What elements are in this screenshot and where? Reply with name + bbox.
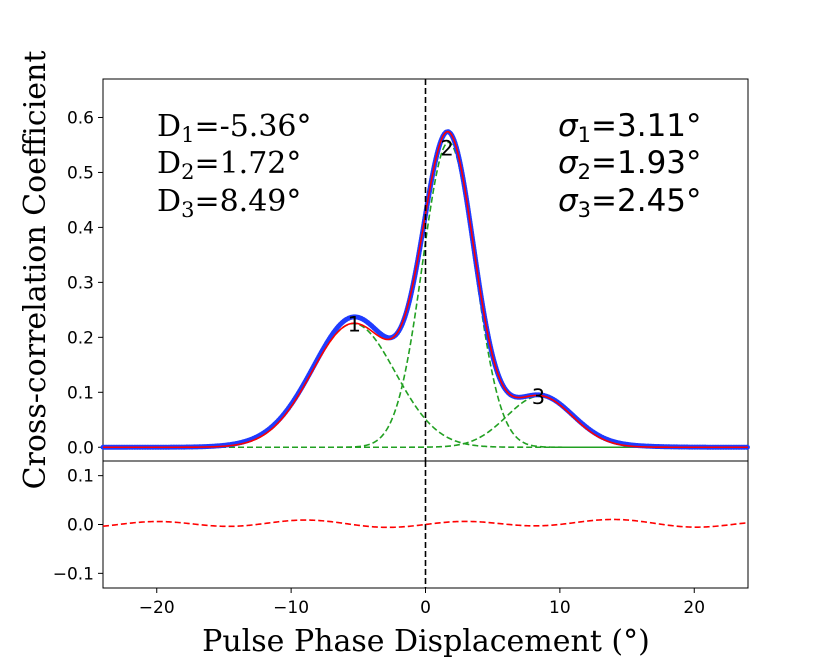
xtick-label: −20 [139,598,175,618]
ytick-label: 0.2 [67,328,94,348]
annotation-d3-subscript: 3 [181,198,194,222]
annotation-d2-value: =1.72° [194,146,301,181]
x-axis-label: Pulse Phase Displacement (°) [202,624,650,659]
annotation-d2-subscript: 2 [181,160,194,184]
xtick-label: 10 [549,598,571,618]
ytick-label: 0.0 [67,438,94,458]
annotation-d3-symbol: D [157,184,181,219]
annotation-sigma3-symbol: σ [558,183,579,219]
annotation-sigma3: σ3=2.45° [558,183,702,222]
annotation-d1: D1=-5.36° [157,109,312,147]
annotation-d1-symbol: D [157,109,181,144]
ytick-label: 0.0 [67,516,94,536]
top-panel-yticks: 0.0 0.1 0.2 0.3 0.4 0.5 0.6 [67,108,103,458]
annotation-d1-value: =-5.36° [194,109,311,144]
ytick-label: 0.1 [67,383,94,403]
ytick-label: 0.4 [67,218,94,238]
annotation-sigma1-subscript: 1 [578,123,591,147]
annotation-d3: D3=8.49° [157,184,301,222]
annotation-d2: D2=1.72° [157,146,301,184]
ytick-label: 0.3 [67,273,94,293]
xtick-label: 0 [420,598,431,618]
annotation-sigma3-subscript: 3 [578,198,591,222]
annotation-d1-subscript: 1 [181,123,194,147]
annotation-sigma1: σ1=3.11° [558,108,702,147]
ytick-label: 0.5 [67,163,94,183]
bottom-panel-yticks: −0.1 0.0 0.1 [53,467,103,584]
x-ticks: −20 −10 0 10 20 [139,588,705,618]
xtick-label: 20 [683,598,705,618]
annotation-sigma2-value: =1.93° [591,145,702,181]
ytick-label: 0.6 [67,108,94,128]
peak-label-2: 2 [440,137,453,161]
annotation-sigma1-value: =3.11° [591,108,702,144]
y-axis-label: Cross-correlation Coefficient [18,51,53,490]
peak-label-3: 3 [532,385,545,409]
annotation-sigma2-symbol: σ [558,145,579,181]
annotation-d3-value: =8.49° [194,184,301,219]
annotation-sigma3-value: =2.45° [591,183,702,219]
annotation-d2-symbol: D [157,146,181,181]
xtick-label: −10 [273,598,309,618]
peak-label-1: 1 [348,313,361,337]
ytick-label: −0.1 [53,564,94,584]
ytick-label: 0.1 [67,467,94,487]
annotation-sigma2: σ2=1.93° [558,145,702,184]
annotation-sigma1-symbol: σ [558,108,579,144]
annotation-sigma2-subscript: 2 [578,160,591,184]
